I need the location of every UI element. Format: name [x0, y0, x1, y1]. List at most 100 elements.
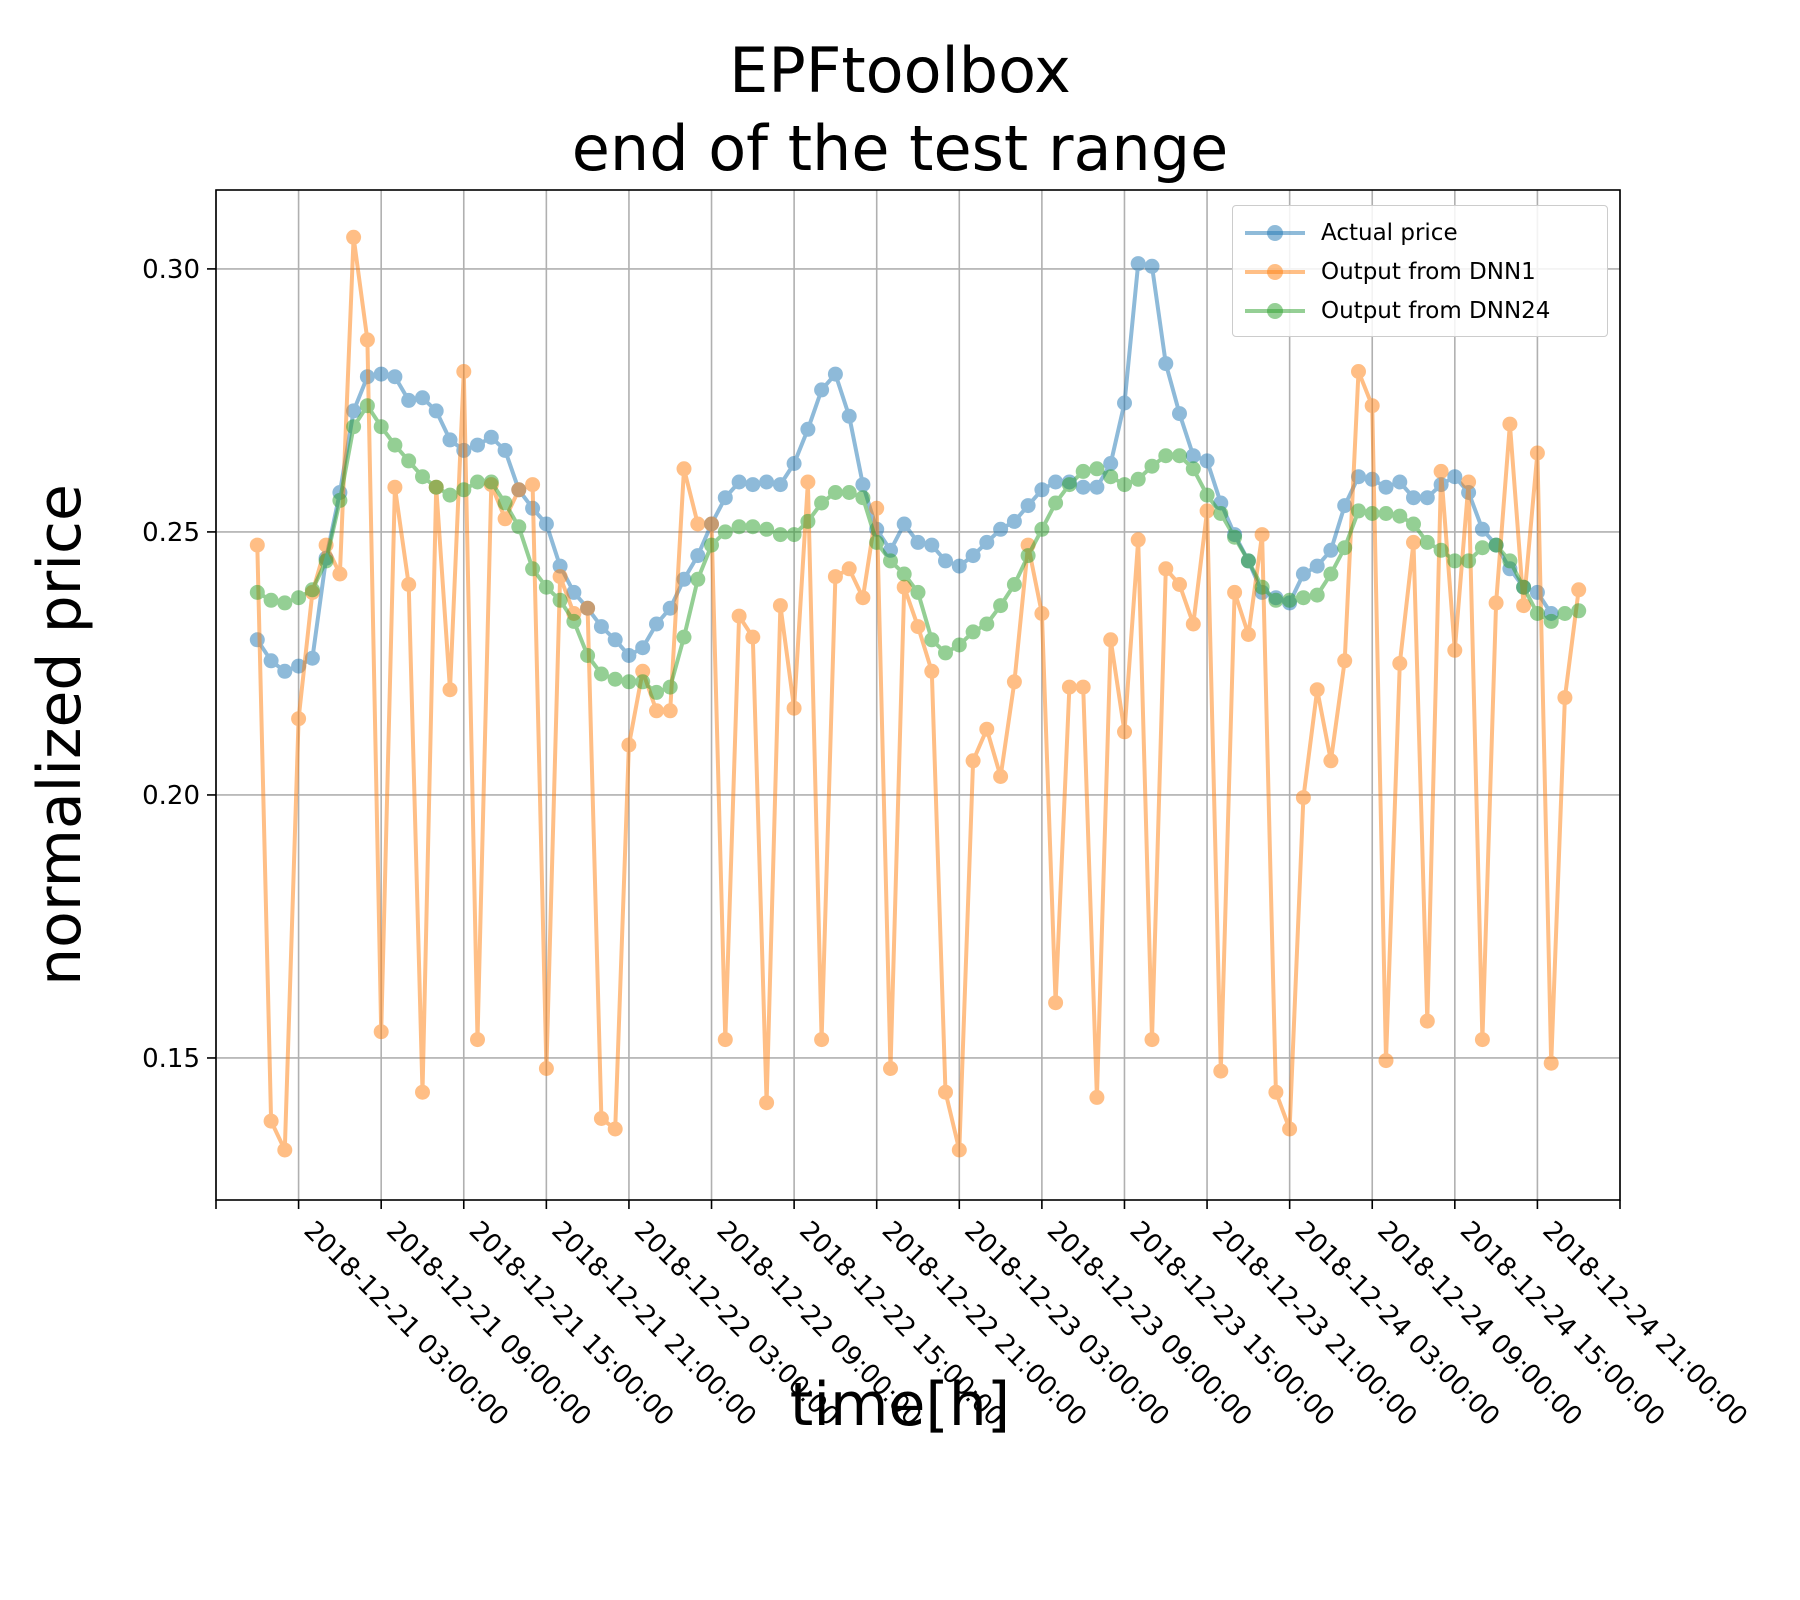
legend-swatch-actual [1245, 214, 1305, 252]
data-point-output-from-dnn1 [1282, 1121, 1298, 1137]
data-point-output-from-dnn24 [814, 495, 830, 511]
data-point-actual-price [855, 477, 871, 493]
data-point-output-from-dnn24 [1392, 508, 1408, 524]
data-point-output-from-dnn1 [359, 332, 375, 348]
data-point-output-from-dnn24 [483, 474, 499, 490]
data-point-output-from-dnn1 [717, 1032, 733, 1048]
data-point-output-from-dnn1 [1172, 577, 1187, 592]
data-point-output-from-dnn1 [1089, 1089, 1105, 1105]
data-point-output-from-dnn1 [1557, 690, 1573, 706]
data-point-output-from-dnn24 [1406, 516, 1421, 532]
data-point-actual-price [566, 584, 582, 600]
data-point-output-from-dnn24 [1048, 495, 1064, 511]
data-point-output-from-dnn1 [759, 1095, 775, 1111]
data-point-output-from-dnn1 [1516, 598, 1532, 614]
data-point-actual-price [1075, 479, 1091, 495]
data-point-output-from-dnn24 [1295, 590, 1311, 606]
data-point-actual-price [1130, 256, 1146, 272]
data-point-output-from-dnn1 [1158, 561, 1174, 577]
data-point-output-from-dnn1 [910, 619, 926, 635]
data-point-output-from-dnn24 [1419, 534, 1435, 550]
data-point-output-from-dnn1 [1240, 627, 1256, 642]
data-point-output-from-dnn1 [1323, 753, 1339, 769]
data-point-actual-price [993, 521, 1009, 537]
x-axis-label: time[h] [789, 1370, 1011, 1440]
data-point-output-from-dnn24 [1282, 592, 1298, 608]
data-point-output-from-dnn1 [745, 629, 761, 645]
data-point-output-from-dnn1 [883, 1061, 898, 1076]
data-point-output-from-dnn24 [1254, 579, 1270, 595]
series-layer [249, 229, 1587, 1158]
data-point-actual-price [1006, 513, 1022, 529]
data-point-output-from-dnn24 [318, 553, 334, 569]
data-point-actual-price [1185, 448, 1201, 464]
data-point-actual-price [800, 421, 816, 437]
data-point-actual-price [263, 653, 279, 669]
data-point-output-from-dnn24 [401, 453, 417, 469]
data-point-output-from-dnn1 [1254, 527, 1270, 543]
y-tick-label: 0.20 [142, 781, 200, 811]
data-point-output-from-dnn1 [993, 769, 1009, 784]
data-point-actual-price [1089, 479, 1105, 495]
data-point-output-from-dnn24 [827, 485, 843, 500]
data-point-actual-price [814, 382, 830, 398]
data-point-output-from-dnn24 [1158, 448, 1174, 464]
data-point-output-from-dnn24 [690, 571, 706, 587]
grid-lines [215, 190, 1621, 1200]
data-point-output-from-dnn1 [1006, 674, 1022, 690]
data-point-output-from-dnn1 [1309, 682, 1325, 698]
data-point-output-from-dnn24 [717, 524, 733, 540]
y-tick-label: 0.30 [142, 255, 200, 285]
data-point-actual-price [1406, 490, 1421, 506]
data-point-output-from-dnn24 [635, 674, 651, 690]
data-point-actual-price [1447, 469, 1463, 485]
data-point-output-from-dnn1 [896, 579, 912, 595]
data-point-output-from-dnn24 [497, 495, 513, 511]
data-point-actual-price [277, 663, 293, 679]
data-point-output-from-dnn1 [786, 700, 802, 716]
data-point-actual-price [717, 490, 733, 506]
data-point-actual-price [1323, 542, 1339, 558]
data-point-output-from-dnn1 [470, 1032, 485, 1048]
data-point-actual-price [649, 616, 664, 632]
data-point-output-from-dnn24 [1447, 553, 1463, 569]
data-point-actual-price [1474, 521, 1490, 537]
data-point-actual-price [1103, 456, 1119, 471]
y-tick-label: 0.25 [142, 518, 200, 548]
data-point-actual-price [442, 432, 458, 448]
legend-label-dnn24: Output from DNN24 [1321, 298, 1551, 324]
data-point-output-from-dnn1 [373, 1024, 389, 1040]
data-point-output-from-dnn1 [1213, 1063, 1229, 1079]
data-point-output-from-dnn24 [951, 637, 967, 653]
data-point-output-from-dnn24 [965, 624, 981, 640]
data-point-output-from-dnn24 [428, 479, 444, 495]
data-point-output-from-dnn24 [1337, 540, 1353, 556]
data-point-output-from-dnn1 [1571, 582, 1587, 598]
data-point-actual-price [745, 477, 761, 493]
data-point-output-from-dnn24 [1543, 613, 1559, 629]
data-point-output-from-dnn24 [332, 492, 348, 508]
data-point-output-from-dnn1 [1488, 595, 1504, 611]
data-point-actual-price [552, 558, 568, 574]
legend-swatch-dnn1 [1245, 253, 1305, 291]
data-point-output-from-dnn1 [401, 577, 417, 592]
data-point-output-from-dnn1 [841, 561, 857, 577]
data-point-output-from-dnn24 [552, 592, 568, 608]
data-point-actual-price [1117, 395, 1132, 411]
data-point-output-from-dnn24 [277, 595, 293, 611]
data-point-output-from-dnn24 [1172, 448, 1187, 464]
data-point-output-from-dnn1 [593, 1111, 609, 1126]
data-point-output-from-dnn24 [869, 534, 885, 550]
y-tick-label: 0.15 [142, 1044, 200, 1074]
data-point-output-from-dnn1 [456, 364, 472, 379]
data-point-output-from-dnn1 [1392, 655, 1408, 671]
data-point-output-from-dnn1 [1227, 584, 1243, 600]
data-point-actual-price [676, 571, 692, 587]
data-point-output-from-dnn24 [538, 579, 554, 595]
data-point-output-from-dnn1 [538, 1061, 554, 1076]
data-point-actual-price [593, 619, 609, 635]
legend-item-dnn1: Output from DNN1 [1245, 253, 1536, 291]
data-point-output-from-dnn24 [1461, 553, 1477, 569]
data-point-output-from-dnn24 [1213, 506, 1229, 521]
data-point-output-from-dnn24 [1117, 477, 1132, 493]
